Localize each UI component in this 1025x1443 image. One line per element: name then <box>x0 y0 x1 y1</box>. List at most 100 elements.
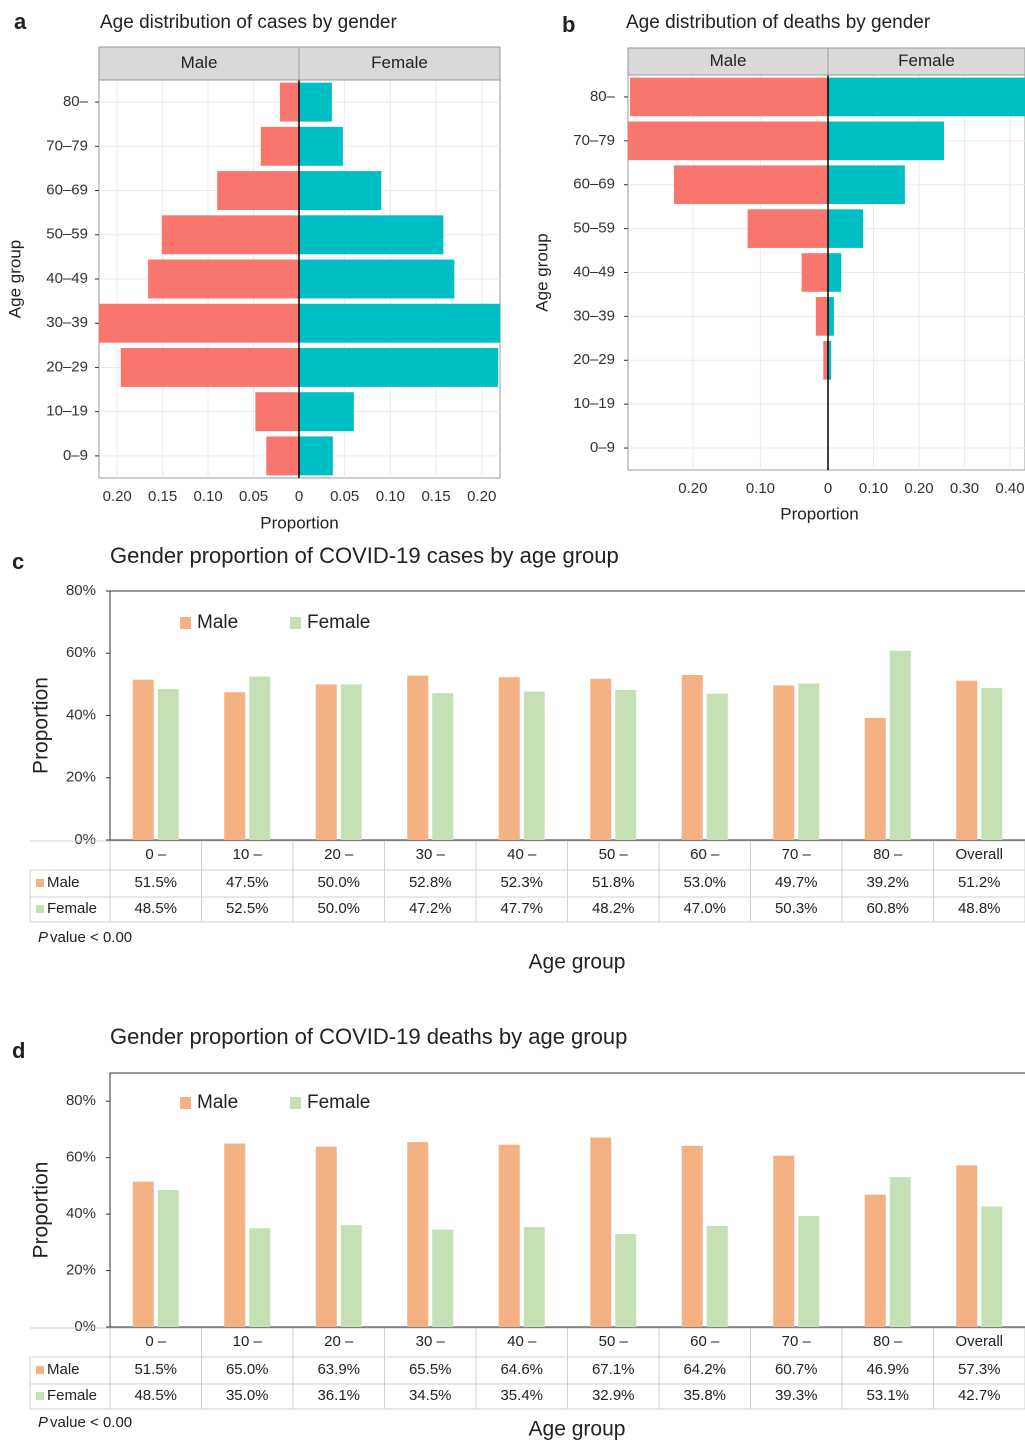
x-tick-label: 0.05 <box>239 488 268 505</box>
y-tick-label: 0% <box>74 831 96 848</box>
bar <box>299 82 332 122</box>
bar <box>217 171 299 211</box>
chart-title: Age distribution of deaths by gender <box>626 12 931 33</box>
y-tick-label: 60% <box>66 1149 96 1166</box>
x-tick-label: 0.10 <box>859 480 888 497</box>
y-tick-label: 50–59 <box>573 220 615 237</box>
bar <box>260 126 299 166</box>
x-tick-label: 70 – <box>782 846 812 863</box>
bar <box>157 689 179 840</box>
bar <box>523 1227 545 1327</box>
bar <box>407 1142 429 1327</box>
bar <box>299 215 444 255</box>
x-tick-label: 30 – <box>416 846 446 863</box>
bar <box>340 684 362 840</box>
facet-label: Male <box>181 53 218 72</box>
x-tick-label: 0.20 <box>467 488 496 505</box>
bar <box>981 688 1003 840</box>
x-tick-label: 0 – <box>145 1333 167 1350</box>
x-tick-label: 0.15 <box>421 488 450 505</box>
x-axis-label: Proportion <box>780 504 858 523</box>
y-axis-label: Age group <box>532 233 551 311</box>
bar <box>299 347 499 387</box>
bar <box>828 297 834 336</box>
value-label: 48.8% <box>958 900 1001 917</box>
bars <box>99 82 500 476</box>
bar <box>823 340 828 380</box>
value-label: 65.5% <box>409 1361 452 1378</box>
bar <box>299 259 455 299</box>
x-tick-label: 40 – <box>507 1333 537 1350</box>
bar <box>706 693 728 840</box>
panel-label: d <box>12 1038 25 1063</box>
bar <box>828 165 905 205</box>
value-label: 39.3% <box>775 1387 818 1404</box>
bar <box>956 1165 978 1327</box>
legend-label: Female <box>307 612 370 633</box>
facet-strip <box>298 46 501 81</box>
y-axis-label: Proportion <box>30 1162 53 1259</box>
legend-key <box>290 1097 301 1109</box>
bar <box>864 1194 886 1327</box>
bar <box>681 675 703 840</box>
bars <box>628 77 1025 380</box>
panel-label: a <box>14 9 27 34</box>
x-tick-label: 0 <box>295 488 303 505</box>
bar <box>120 347 300 387</box>
bar <box>224 1143 246 1327</box>
x-tick-label: 0.20 <box>678 480 707 497</box>
value-label: 51.5% <box>134 1361 177 1378</box>
y-tick-label: 30–39 <box>46 314 88 331</box>
x-tick-label: 10 – <box>233 1333 263 1350</box>
panel-label: c <box>12 549 24 574</box>
facet-label: Male <box>710 51 747 70</box>
x-tick-label: 60 – <box>690 1333 720 1350</box>
bar <box>498 1144 520 1327</box>
x-axis-label: Age group <box>529 1418 626 1441</box>
y-tick-label: 0% <box>74 1318 96 1335</box>
bar <box>299 436 333 476</box>
bar <box>889 650 911 840</box>
x-tick-label: 0.40 <box>995 480 1024 497</box>
value-label: 32.9% <box>592 1387 635 1404</box>
value-label: 53.0% <box>683 874 726 891</box>
bar <box>299 392 354 432</box>
legend-key <box>290 617 301 629</box>
bar <box>615 689 637 840</box>
x-tick-label: 0.10 <box>376 488 405 505</box>
value-label: 53.1% <box>866 1387 909 1404</box>
bar <box>249 676 271 840</box>
x-tick-label: Overall <box>955 1333 1003 1350</box>
x-tick-label: 10 – <box>233 846 263 863</box>
value-label: 48.5% <box>134 900 177 917</box>
y-tick-label: 40–49 <box>46 270 88 287</box>
bar <box>815 297 828 336</box>
value-label: 42.7% <box>958 1387 1001 1404</box>
bar <box>299 126 343 166</box>
y-axis-label: Age group <box>5 240 24 318</box>
bar <box>407 675 429 840</box>
value-label: 64.6% <box>500 1361 543 1378</box>
facet-strip <box>98 46 300 81</box>
y-tick-label: 0–9 <box>590 439 615 456</box>
bar <box>798 1216 820 1327</box>
x-tick-label: 0.05 <box>330 488 359 505</box>
chart-title: Age distribution of cases by gender <box>100 12 397 33</box>
x-tick-label: 70 – <box>782 1333 812 1350</box>
bar <box>249 1228 271 1327</box>
value-label: 36.1% <box>317 1387 360 1404</box>
value-label: 47.5% <box>226 874 269 891</box>
table-key <box>36 1392 44 1400</box>
x-tick-label: 0 <box>824 480 832 497</box>
facet-label: Female <box>371 53 428 72</box>
x-tick-label: 40 – <box>507 846 537 863</box>
bar <box>523 691 545 840</box>
bar <box>798 683 820 840</box>
value-label: 48.5% <box>134 1387 177 1404</box>
y-tick-label: 70–79 <box>46 137 88 154</box>
bar <box>590 1137 612 1327</box>
table-key <box>36 905 44 913</box>
x-tick-label: 0.30 <box>950 480 979 497</box>
bar <box>828 340 832 380</box>
value-label: 35.4% <box>500 1387 543 1404</box>
